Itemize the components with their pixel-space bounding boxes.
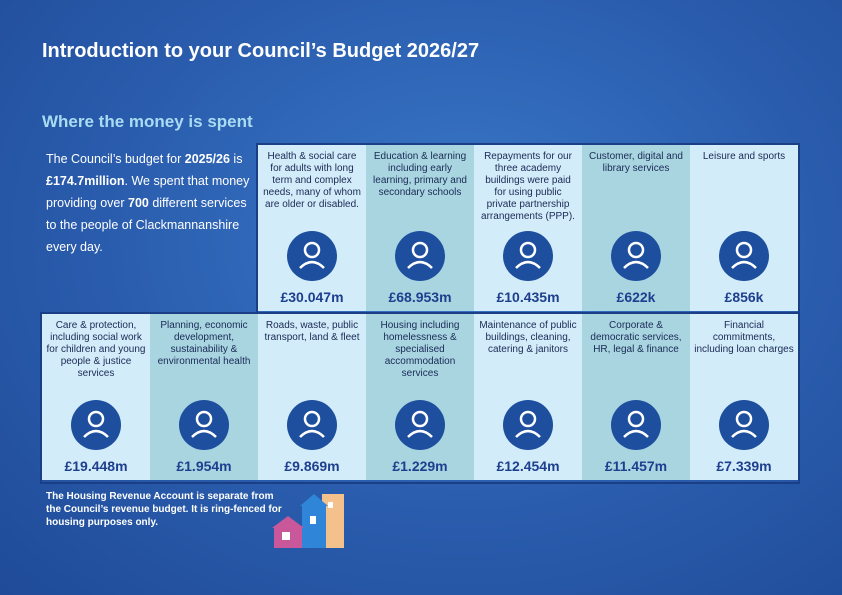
service-label: Housing including homelessness & special… [380, 320, 460, 379]
title: Introduction to your Council’s Budget 20… [42, 40, 480, 62]
service-card: Repayments for our three academy buildin… [474, 145, 582, 311]
service-icon [719, 400, 769, 450]
service-label: Roads, waste, public transport, land & f… [264, 320, 360, 343]
service-card: Planning, economic development, sustaina… [150, 314, 258, 480]
service-amount: £19.448m [64, 458, 128, 474]
service-card: Care & protection, including social work… [42, 314, 150, 480]
service-card: Maintenance of public buildings, cleanin… [474, 314, 582, 480]
service-card: Corporate & democratic services, HR, leg… [582, 314, 690, 480]
service-amount: £30.047m [280, 289, 344, 305]
service-icon [179, 400, 229, 450]
intro-bold: 2025/26 [184, 152, 230, 166]
service-label: Repayments for our three academy buildin… [481, 151, 575, 222]
service-label: Leisure and sports [702, 151, 786, 162]
service-label: Maintenance of public buildings, cleanin… [479, 320, 577, 355]
service-card: Education & learning including early lea… [366, 145, 474, 311]
service-card: Customer, digital and library services £6… [582, 145, 690, 311]
service-icon [611, 400, 661, 450]
service-label: Customer, digital and library services [589, 151, 683, 174]
service-amount: £12.454m [496, 458, 560, 474]
service-icon [395, 400, 445, 450]
subtitle: Where the money is spent [42, 112, 253, 131]
service-card: Roads, waste, public transport, land & f… [258, 314, 366, 480]
service-icon [611, 231, 661, 281]
service-card: Leisure and sports £856k [690, 145, 798, 311]
service-amount: £1.229m [392, 458, 448, 474]
intro-bold: £174.7million [46, 174, 125, 188]
row-frame [40, 312, 800, 484]
service-icon [719, 231, 769, 281]
service-label: Health & social care for adults with lon… [263, 151, 361, 210]
intro-bold: 700 [128, 196, 149, 210]
service-amount: £622k [616, 289, 656, 305]
service-card: Health & social care for adults with lon… [258, 145, 366, 311]
service-icon [503, 400, 553, 450]
service-label: Planning, economic development, sustaina… [157, 320, 251, 367]
service-icon [395, 231, 445, 281]
service-label: Corporate & democratic services, HR, leg… [590, 320, 682, 355]
service-amount: £7.339m [716, 458, 772, 474]
service-icon [287, 400, 337, 450]
intro-text: . We spent that money providing over [46, 174, 250, 210]
intro-text: is [229, 152, 243, 166]
service-card: Housing including homelessness & special… [366, 314, 474, 480]
service-icon [287, 231, 337, 281]
service-icon [71, 400, 121, 450]
intro-text: The Council’s budget for [46, 152, 185, 166]
service-label: Education & learning including early lea… [373, 151, 467, 198]
service-card: Financial commitments, including loan ch… [690, 314, 798, 480]
houses-icon [272, 494, 344, 548]
intro: The Council’s budget for 2025/26 is £174… [46, 148, 256, 258]
service-amount: £68.953m [388, 289, 452, 305]
service-icon [503, 231, 553, 281]
service-amount: £9.869m [284, 458, 340, 474]
service-amount: £856k [724, 289, 764, 305]
service-amount: £1.954m [176, 458, 232, 474]
service-label: Financial commitments, including loan ch… [694, 320, 794, 355]
service-label: Care & protection, including social work… [46, 320, 146, 379]
note: The Housing Revenue Account is separate … [46, 491, 282, 528]
service-amount: £11.457m [604, 458, 668, 474]
intro-text: different services to the people of Clac… [46, 196, 247, 254]
service-amount: £10.435m [496, 289, 560, 305]
